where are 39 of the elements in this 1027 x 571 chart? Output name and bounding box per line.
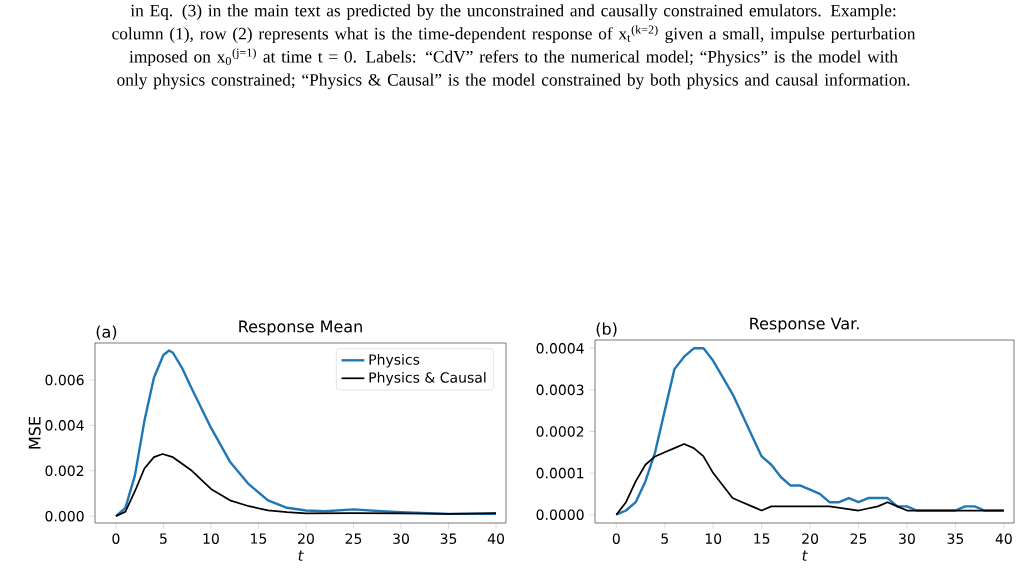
x-tick-label: 0 bbox=[612, 533, 620, 544]
x-tick-label: 5 bbox=[160, 533, 167, 544]
text: (b) bbox=[596, 322, 617, 337]
y-tick-label: 0.006 bbox=[45, 374, 84, 386]
x-tick-label: 20 bbox=[802, 533, 819, 544]
chart-title: Response Mean bbox=[239, 320, 362, 336]
x-axis-title: t bbox=[298, 550, 304, 561]
y-tick-label: 0.0003 bbox=[536, 384, 584, 396]
x-tick-label: 20 bbox=[298, 533, 314, 544]
y-tick-label: 0.0004 bbox=[536, 343, 584, 354]
x-tick-label: 40 bbox=[487, 533, 504, 544]
legend-label: Physics bbox=[369, 354, 420, 368]
x-tick-label: 25 bbox=[345, 533, 362, 544]
x-tick-label: 10 bbox=[705, 533, 722, 544]
y-tick-label: 0.000 bbox=[45, 510, 84, 522]
y-tick-label: 0.004 bbox=[45, 420, 84, 431]
x-tick-label: 35 bbox=[947, 533, 964, 544]
x-tick-label: 40 bbox=[995, 533, 1012, 544]
x-axis-title: t bbox=[802, 550, 808, 561]
text: (a) bbox=[96, 325, 117, 340]
y-tick-label: 0.0002 bbox=[536, 426, 584, 437]
x-tick-label: 25 bbox=[850, 533, 867, 544]
x-tick-label: 10 bbox=[203, 533, 219, 544]
x-tick-label: 30 bbox=[899, 533, 915, 544]
line-series bbox=[115, 453, 497, 518]
x-tick-label: 0 bbox=[112, 533, 120, 544]
y-tick-label: 0.0000 bbox=[536, 509, 584, 520]
legend-label: Physics & Causal bbox=[369, 371, 486, 386]
x-tick-label: 35 bbox=[440, 533, 457, 544]
text: in Eq. (3) in the main text as predicted by the unconstrained and causally constrained emulators. Example: column (1), row (2) represents what is the time-dependent response of x$_{t}$$^{(k=2)}$ given a small, impulse perturbation imposed on x$_{0}$$^{(j=1)}$ at time t = 0. Labels: “CdV” refers to the numerical model; “Physics” is the model with only physics constrained; “Physics & Causal” is the model constrained by both physics and causal information. bbox=[112, 4, 916, 90]
y-axis-title: MSE bbox=[28, 416, 41, 449]
x-tick-label: 30 bbox=[393, 533, 409, 544]
x-tick-label: 15 bbox=[251, 533, 267, 544]
line-series bbox=[114, 349, 498, 518]
x-tick-label: 5 bbox=[661, 533, 668, 544]
y-tick-label: 0.0001 bbox=[536, 467, 584, 479]
x-tick-label: 15 bbox=[754, 533, 770, 544]
y-tick-label: 0.002 bbox=[45, 465, 84, 477]
chart-title: Response Var. bbox=[750, 317, 859, 333]
